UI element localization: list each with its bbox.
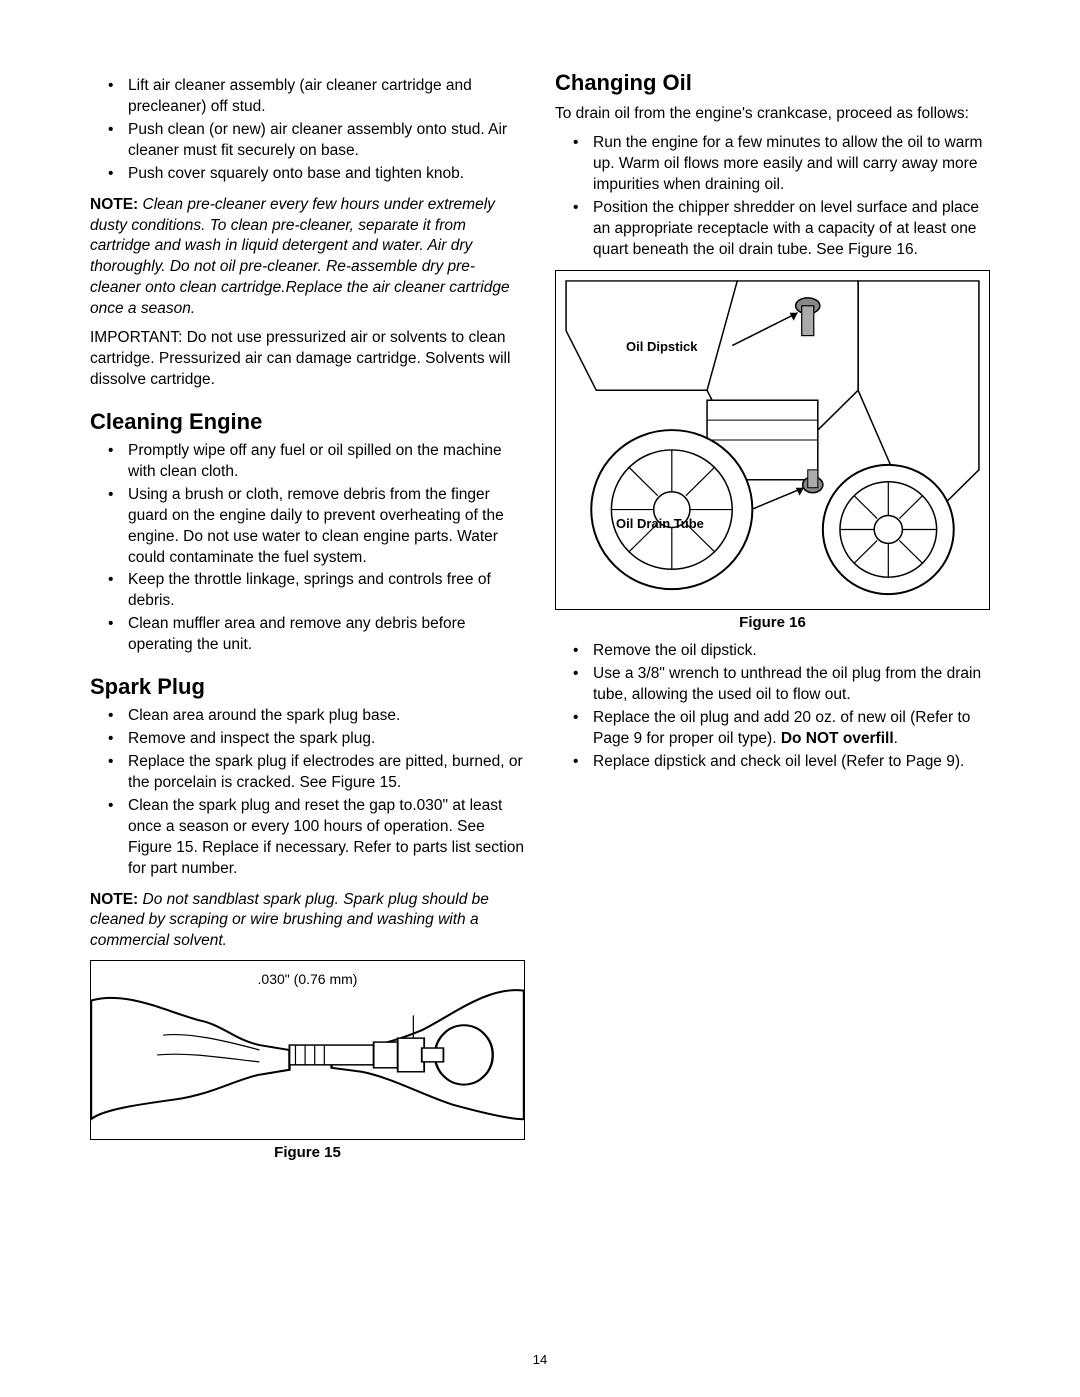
spark-plug-heading: Spark Plug xyxy=(90,674,525,700)
list-item: Push clean (or new) air cleaner assembly… xyxy=(128,120,525,162)
list-item: Use a 3/8" wrench to unthread the oil pl… xyxy=(593,664,990,706)
figure-16-svg xyxy=(556,271,989,609)
cleaning-engine-list: Promptly wipe off any fuel or oil spille… xyxy=(90,441,525,656)
oil-drain-tube-label: Oil Drain Tube xyxy=(616,516,704,531)
page: Lift air cleaner assembly (air cleaner c… xyxy=(0,0,1080,1201)
list-item: Run the engine for a few minutes to allo… xyxy=(593,133,990,196)
list-item: Replace the oil plug and add 20 oz. of n… xyxy=(593,708,990,750)
air-cleaner-list: Lift air cleaner assembly (air cleaner c… xyxy=(90,76,525,185)
note-precleaner: NOTE: Clean pre-cleaner every few hours … xyxy=(90,195,525,321)
list-item: Promptly wipe off any fuel or oil spille… xyxy=(128,441,525,483)
do-not-overfill: Do NOT overfill xyxy=(781,730,894,747)
figure-16-caption: Figure 16 xyxy=(555,614,990,631)
left-column: Lift air cleaner assembly (air cleaner c… xyxy=(90,70,525,1171)
list-item: Remove the oil dipstick. xyxy=(593,641,990,662)
note-label: NOTE: xyxy=(90,196,138,213)
cleaning-engine-heading: Cleaning Engine xyxy=(90,409,525,435)
list-item: Keep the throttle linkage, springs and c… xyxy=(128,570,525,612)
list-item: Clean muffler area and remove any debris… xyxy=(128,614,525,656)
list-item: Replace the spark plug if electrodes are… xyxy=(128,752,525,794)
list-item: Clean area around the spark plug base. xyxy=(128,706,525,727)
oil-list-1: Run the engine for a few minutes to allo… xyxy=(555,133,990,261)
list-item: Using a brush or cloth, remove debris fr… xyxy=(128,485,525,569)
changing-oil-heading: Changing Oil xyxy=(555,70,990,96)
oil-dipstick-label: Oil Dipstick xyxy=(626,339,698,354)
gap-label: .030" (0.76 mm) xyxy=(258,971,358,987)
note-body: Do not sandblast spark plug. Spark plug … xyxy=(90,891,489,950)
spark-plug-list: Clean area around the spark plug base. R… xyxy=(90,706,525,879)
page-number: 14 xyxy=(0,1352,1080,1367)
list-item: Lift air cleaner assembly (air cleaner c… xyxy=(128,76,525,118)
list-item: Remove and inspect the spark plug. xyxy=(128,729,525,750)
figure-15-box: .030" (0.76 mm) xyxy=(90,960,525,1140)
important-text: IMPORTANT: Do not use pressurized air or… xyxy=(90,328,525,391)
figure-15-svg xyxy=(91,961,524,1139)
oil-intro: To drain oil from the engine's crankcase… xyxy=(555,104,990,125)
note-body: Clean pre-cleaner every few hours under … xyxy=(90,196,510,318)
figure-15-caption: Figure 15 xyxy=(90,1144,525,1161)
oil-list-2: Remove the oil dipstick. Use a 3/8" wren… xyxy=(555,641,990,773)
list-item: Replace dipstick and check oil level (Re… xyxy=(593,752,990,773)
right-column: Changing Oil To drain oil from the engin… xyxy=(555,70,990,1171)
figure-16-box: Oil Dipstick Oil Drain Tube xyxy=(555,270,990,610)
period: . xyxy=(894,730,898,747)
note-label: NOTE: xyxy=(90,891,138,908)
note-sparkplug: NOTE: Do not sandblast spark plug. Spark… xyxy=(90,890,525,953)
list-item: Clean the spark plug and reset the gap t… xyxy=(128,796,525,880)
list-item: Push cover squarely onto base and tighte… xyxy=(128,164,525,185)
list-item: Position the chipper shredder on level s… xyxy=(593,198,990,261)
